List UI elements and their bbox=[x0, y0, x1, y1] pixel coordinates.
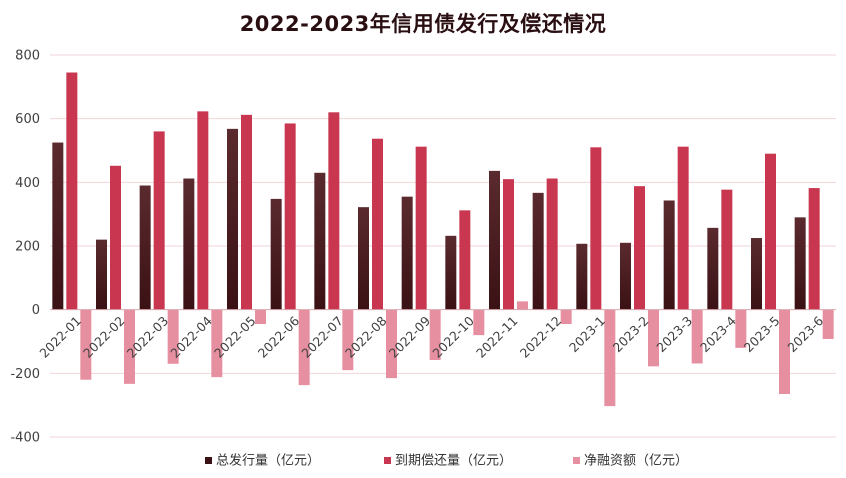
bar-issuance bbox=[532, 192, 544, 310]
bar-repayment bbox=[415, 146, 427, 310]
bar-net-financing bbox=[560, 309, 572, 324]
x-category-label: 2023-4 bbox=[697, 313, 739, 355]
bar-net-financing bbox=[386, 309, 397, 379]
bar-net-financing bbox=[648, 309, 659, 367]
legend-label: 净融资额（亿元） bbox=[584, 454, 688, 469]
bar-net-financing bbox=[80, 309, 92, 380]
legend-swatch bbox=[384, 457, 391, 464]
legend-label: 到期偿还量（亿元） bbox=[395, 454, 512, 469]
bar-net-financing bbox=[517, 301, 528, 310]
legend-label: 总发行量（亿元） bbox=[216, 453, 320, 469]
x-category-label: 2023-2 bbox=[610, 313, 652, 355]
bar-issuance bbox=[663, 200, 675, 310]
bar-issuance bbox=[401, 196, 413, 310]
x-category-label: 2022-01 bbox=[36, 313, 84, 361]
bar-issuance bbox=[139, 185, 151, 310]
x-category-label: 2023-3 bbox=[653, 313, 695, 355]
x-category-label: 2022-12 bbox=[517, 313, 565, 361]
bar-repayment bbox=[66, 72, 78, 310]
legend: 总发行量（亿元） 到期偿还量（亿元） 净融资额（亿元） bbox=[205, 453, 688, 469]
bar-issuance bbox=[358, 207, 369, 310]
legend-swatch bbox=[205, 457, 212, 464]
chart-title: 2022-2023年信用债发行及偿还情况 bbox=[239, 12, 607, 36]
y-tick-label: 200 bbox=[15, 240, 40, 255]
bar-repayment bbox=[197, 111, 209, 310]
bar-repayment bbox=[546, 178, 558, 310]
bar-net-financing bbox=[211, 309, 223, 378]
bar-issuance bbox=[445, 235, 457, 310]
bar-issuance bbox=[270, 198, 282, 310]
bar-repayment bbox=[328, 112, 340, 310]
bar-issuance bbox=[620, 242, 631, 310]
bar-issuance bbox=[227, 128, 238, 310]
bar-issuance bbox=[794, 217, 806, 310]
bar-repayment bbox=[372, 138, 383, 310]
bar-repayment bbox=[241, 114, 252, 310]
bar-repayment bbox=[110, 165, 121, 310]
x-category-label: 2023-5 bbox=[741, 313, 783, 355]
bar-repayment bbox=[590, 147, 602, 310]
bar-net-financing bbox=[822, 309, 834, 339]
bar-net-financing bbox=[735, 309, 747, 348]
y-axis-ticks: 800 600 400 200 0 -200 -400 bbox=[10, 49, 40, 446]
legend-swatch bbox=[573, 457, 580, 464]
x-category-label: 2023-6 bbox=[784, 313, 826, 355]
bar-issuance bbox=[96, 239, 107, 310]
bar-net-financing bbox=[167, 309, 179, 364]
bar-layer bbox=[52, 72, 834, 407]
bar-issuance bbox=[576, 243, 588, 310]
y-tick-label: 400 bbox=[15, 176, 40, 191]
bar-net-financing bbox=[124, 309, 135, 384]
bar-repayment bbox=[459, 210, 471, 310]
bar-repayment bbox=[634, 186, 645, 310]
bar-net-financing bbox=[429, 309, 441, 360]
bar-net-financing bbox=[298, 309, 310, 386]
bar-repayment bbox=[677, 146, 689, 310]
bar-repayment bbox=[765, 153, 776, 310]
y-tick-label: 800 bbox=[15, 49, 40, 64]
bar-repayment bbox=[721, 189, 733, 310]
bar-net-financing bbox=[255, 309, 266, 324]
bar-repayment bbox=[503, 179, 514, 310]
bar-net-financing bbox=[342, 309, 354, 371]
bar-issuance bbox=[751, 238, 762, 310]
bar-repayment bbox=[153, 131, 165, 310]
grid-layer bbox=[50, 54, 836, 438]
y-tick-label: -200 bbox=[10, 367, 40, 382]
y-tick-label: 0 bbox=[32, 303, 40, 318]
bar-net-financing bbox=[691, 309, 703, 364]
bar-issuance bbox=[183, 178, 195, 310]
bar-issuance bbox=[707, 227, 719, 310]
bar-repayment bbox=[284, 123, 296, 310]
bar-issuance bbox=[52, 142, 64, 310]
x-category-label: 2023-1 bbox=[566, 313, 608, 355]
bar-repayment bbox=[808, 188, 820, 310]
y-tick-label: -400 bbox=[10, 431, 40, 446]
bar-net-financing bbox=[779, 309, 790, 395]
bar-net-financing bbox=[473, 309, 485, 336]
y-tick-label: 600 bbox=[15, 112, 40, 127]
bar-issuance bbox=[314, 172, 326, 310]
bar-issuance bbox=[489, 170, 500, 310]
bar-net-financing bbox=[604, 309, 616, 407]
